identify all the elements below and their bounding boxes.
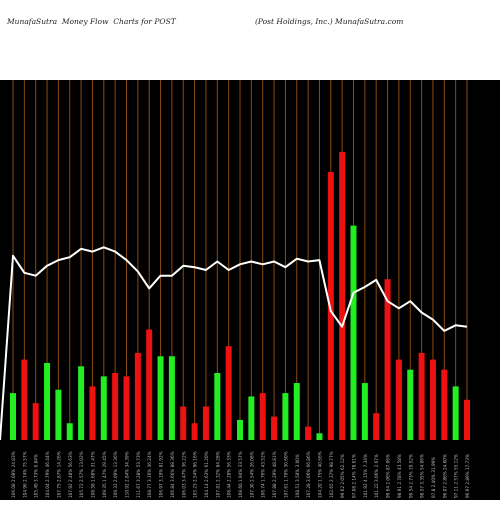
money-flow-bar [271, 416, 278, 440]
money-flow-bar [214, 373, 221, 440]
money-flow-bar [464, 399, 470, 440]
money-flow-bar [44, 362, 51, 440]
money-flow-bar [55, 389, 62, 440]
x-tick-label: 107.88 2.29% 48.81% [272, 451, 277, 498]
x-tick-label: 107.81 2.32% 84.28% [215, 451, 220, 498]
chart-header: MunafaSutra Money Flow Charts for POST (… [0, 0, 500, 80]
money-flow-bar [112, 373, 119, 440]
x-tick-label: 108.77 3.16% 36.24% [147, 451, 152, 498]
x-tick-label: 101.22 3.06% 2.67% [374, 454, 379, 498]
money-flow-bar [293, 383, 300, 440]
money-flow-bar [395, 359, 402, 440]
x-tick-label: 99.62 2.05% 62.12% [340, 454, 345, 498]
x-tick-label: 107.28 3.06% 66.86% [306, 451, 311, 498]
money-flow-bar [327, 172, 334, 440]
chart-plot-area: 106.08 2.08% 24.83% 104.96 2.74% 75.57% 10… [0, 80, 500, 500]
x-tick-label: 97.11 2.57% 55.12% [454, 454, 459, 498]
x-tick-label: 107.92 2.48% 56.63% [68, 451, 73, 498]
chart-subtitle: (Post Holdings, Inc.) MunafaSutra.com [255, 17, 404, 26]
money-flow-bar [339, 151, 346, 440]
x-tick-label: 106.84 3.66% 88.36% [170, 451, 175, 498]
x-tick-label: 105.23 2.54% 96.16% [193, 451, 198, 498]
money-flow-bar [373, 413, 380, 440]
money-flow-bar [100, 376, 107, 440]
money-flow-bar [78, 366, 85, 440]
money-flow-bar [66, 423, 73, 440]
x-tick-label: 109.35 1.47% 29.45% [102, 451, 107, 498]
x-tick-label: 98.91 2.78% 43.58% [397, 454, 402, 498]
x-tick-label: 104.04 2.79% 46.44% [45, 451, 50, 498]
x-tick-label: 108.58 1.68% 31.47% [90, 451, 95, 498]
x-tick-label: 105.72 2.57% 13.02% [79, 451, 84, 498]
x-tick-label: 107.61 1.79% 30.60% [283, 451, 288, 498]
money-flow-bar [21, 359, 28, 440]
money-flow-bar [191, 423, 198, 440]
x-tick-label: 106.03 3.47% 36.22% [181, 451, 186, 498]
money-flow-chart: 106.08 2.08% 24.83% 104.96 2.74% 75.57% 10… [0, 80, 470, 498]
money-flow-bar [123, 376, 130, 440]
money-flow-bar [361, 383, 368, 440]
money-flow-bar [89, 386, 96, 440]
money-flow-bar [350, 225, 357, 440]
x-tick-label: 99.54 2.73% 19.52% [408, 454, 413, 498]
x-tick-label: 108.51 3.58% 3.00% [295, 454, 300, 498]
x-tick-labels: 106.08 2.08% 24.83% 104.96 2.74% 75.57% 10… [11, 451, 470, 498]
x-tick-label: 108.44 2.28% 56.33% [227, 451, 232, 498]
x-tick-label: 97.08 2.14% 78.61% [352, 454, 357, 498]
x-tick-label: 106.97 3.19% 81.92% [159, 451, 164, 498]
money-flow-bars [10, 151, 470, 440]
x-tick-label: 96.07 2.86% 24.60% [442, 454, 447, 498]
x-tick-label: 104.20 1.75% 40.66% [317, 451, 322, 498]
money-flow-bar [202, 406, 209, 440]
money-flow-bar [384, 279, 391, 440]
money-flow-bar [134, 352, 141, 440]
money-flow-bar [452, 386, 459, 440]
chart-title: MunafaSutra Money Flow Charts for POST [7, 17, 176, 26]
money-flow-bar [146, 329, 153, 440]
money-flow-bar [305, 426, 312, 440]
x-tick-label: 99.64 2.06% 87.06% [386, 454, 391, 498]
x-tick-label: 97.8 2.40% 31.99% [431, 457, 436, 498]
money-flow-bar [32, 403, 39, 440]
x-tick-label: 111.67 3.28% 53.73% [136, 451, 141, 498]
money-flow-bar [282, 393, 289, 440]
x-tick-label: 104.14 2.63% 61.20% [204, 451, 209, 498]
x-tick-label: 107.30 2.54% 26.08% [249, 451, 254, 498]
money-flow-bar [429, 359, 436, 440]
x-tick-label: 106.08 2.08% 24.83% [11, 451, 16, 498]
x-tick-label: 108.60 1.94% 33.57% [238, 451, 243, 498]
money-flow-bar [316, 433, 323, 440]
money-flow-bar [10, 393, 16, 440]
money-flow-bar [407, 369, 414, 440]
x-tick-label: 106.74 1.76% 43.52% [261, 451, 266, 498]
money-flow-bar [168, 356, 175, 440]
x-tick-label: 107.75 2.87% 14.26% [56, 451, 61, 498]
price-line-layer [0, 246, 468, 441]
x-tick-label: 104.96 2.74% 75.57% [22, 451, 27, 498]
x-tick-label: 96.97 2.89% 17.73% [465, 454, 470, 498]
x-tick-label: 101.92 4.15% 7.34% [363, 454, 368, 498]
x-tick-label: 102.65 2.37% 98.77% [329, 451, 334, 498]
money-flow-bar [259, 393, 266, 440]
money-flow-bar [180, 406, 187, 440]
price-line [0, 246, 468, 441]
x-tick-label: 110.92 2.84% 34.39% [125, 451, 130, 498]
x-tick-label: 98.57 3.35% 54.06% [420, 454, 425, 498]
money-flow-bar [237, 419, 243, 440]
money-flow-bar [418, 352, 425, 440]
money-flow-bar [441, 369, 448, 440]
money-flow-bar [225, 346, 232, 440]
money-flow-bar [248, 396, 255, 440]
x-tick-label: 109.32 2.09% 13.36% [113, 451, 118, 498]
x-tick-label: 105.49 3.73% 0.84% [34, 454, 39, 498]
money-flow-bar [157, 356, 164, 440]
